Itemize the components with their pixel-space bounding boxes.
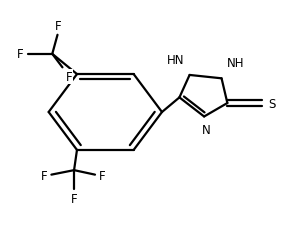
Text: F: F (66, 71, 72, 84)
Text: F: F (41, 169, 48, 182)
Text: HN: HN (167, 54, 184, 67)
Text: F: F (71, 192, 77, 205)
Text: F: F (55, 20, 62, 33)
Text: N: N (202, 124, 211, 137)
Text: S: S (269, 97, 276, 110)
Text: F: F (99, 169, 105, 182)
Text: F: F (17, 47, 24, 60)
Text: NH: NH (227, 57, 244, 70)
